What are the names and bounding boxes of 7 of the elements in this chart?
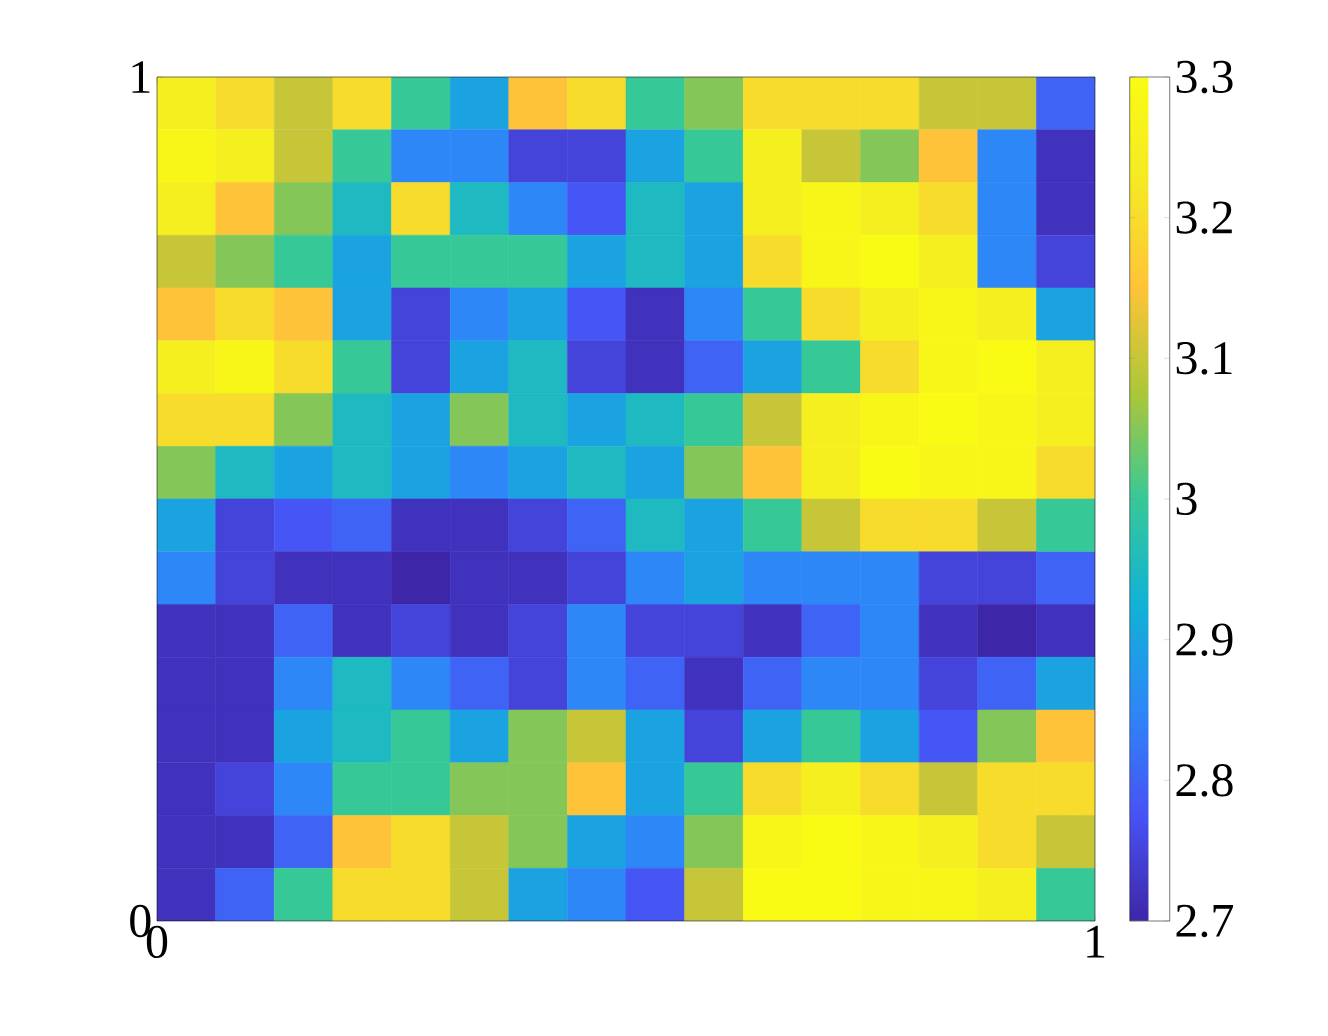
color-bar-label: 2.9 — [1176, 623, 1233, 656]
color-bar-label: 2.8 — [1176, 764, 1233, 797]
color-bar-label: 2.7 — [1176, 904, 1234, 938]
color-bar-label: 3.3 — [1176, 60, 1233, 94]
color-bar-label: 3.1 — [1176, 342, 1232, 375]
color-bar-label: 3 — [1176, 482, 1197, 516]
color-bar-label: 3.2 — [1176, 201, 1232, 234]
